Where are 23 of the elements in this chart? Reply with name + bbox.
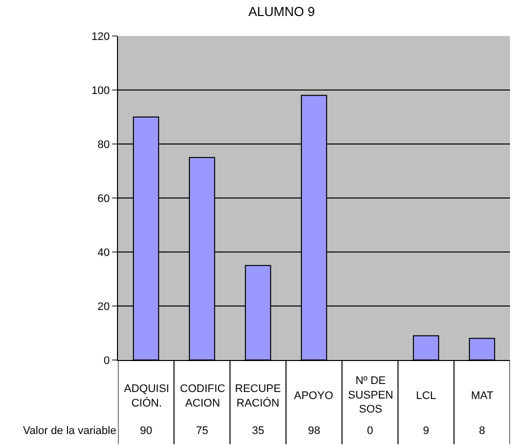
y-tick-label: 0 [104, 354, 110, 367]
text: Valor de la variable [23, 425, 116, 437]
x-tick-label: APOYO [294, 390, 334, 402]
chart-title: ALUMNO 9 [248, 4, 315, 19]
y-tick-label: 80 [98, 138, 110, 151]
data-label: 90 [140, 425, 152, 437]
x-tick-label: CODIFIC ACION [180, 383, 226, 410]
x-tick-label: LCL [416, 390, 436, 402]
data-label: 9 [423, 425, 430, 437]
y-tick-label: 60 [98, 192, 110, 205]
y-tick-label: 40 [98, 246, 110, 259]
x-tick-label: Nº DE SUSPEN SOS [348, 375, 394, 416]
y-tick-label: 120 [91, 30, 110, 43]
x-tick-label: MAT [471, 390, 494, 402]
data-label: 75 [196, 425, 208, 437]
data-label: 98 [308, 425, 320, 437]
y-tick-label: 100 [91, 84, 110, 97]
x-tick-label: ADQUISI CIÓN. [124, 383, 170, 410]
data-label: 35 [252, 425, 264, 437]
y-tick-label: 20 [98, 300, 110, 313]
x-tick-label: RECUPE RACIÓN [235, 383, 281, 410]
data-label: 8 [479, 425, 486, 437]
data-label: 0 [367, 425, 374, 437]
